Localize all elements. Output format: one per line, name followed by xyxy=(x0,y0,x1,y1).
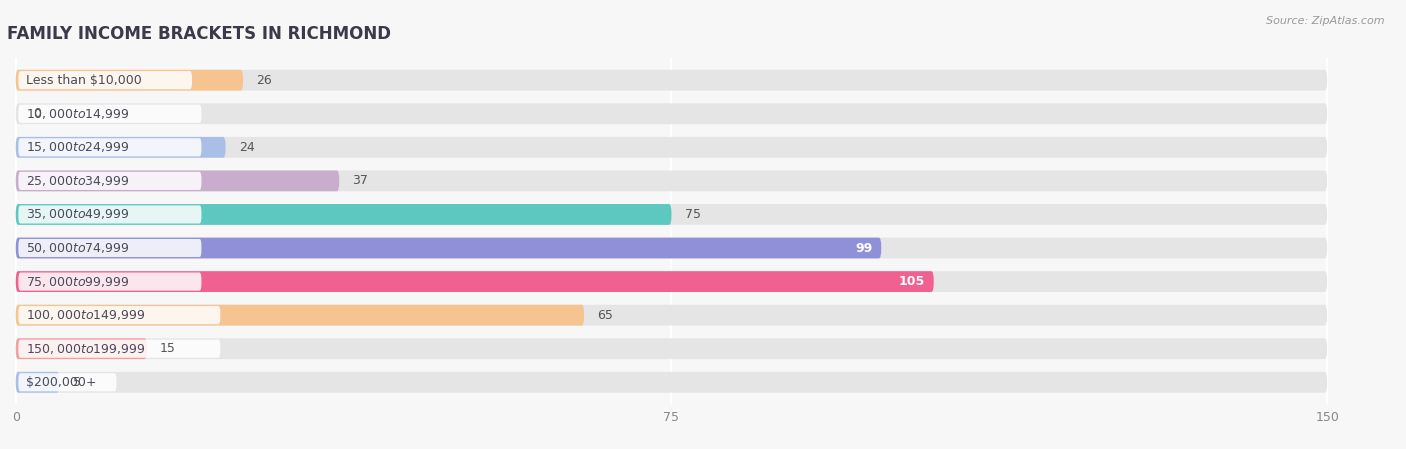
Text: $25,000 to $34,999: $25,000 to $34,999 xyxy=(27,174,129,188)
Text: Source: ZipAtlas.com: Source: ZipAtlas.com xyxy=(1267,16,1385,26)
Text: 15: 15 xyxy=(160,342,176,355)
FancyBboxPatch shape xyxy=(18,373,117,392)
FancyBboxPatch shape xyxy=(15,204,672,225)
Text: 5: 5 xyxy=(73,376,80,389)
Text: 0: 0 xyxy=(34,107,41,120)
Text: Less than $10,000: Less than $10,000 xyxy=(27,74,142,87)
FancyBboxPatch shape xyxy=(15,238,882,259)
FancyBboxPatch shape xyxy=(18,239,201,257)
FancyBboxPatch shape xyxy=(15,271,934,292)
Text: 37: 37 xyxy=(353,174,368,187)
FancyBboxPatch shape xyxy=(15,70,1327,91)
FancyBboxPatch shape xyxy=(15,372,1327,393)
FancyBboxPatch shape xyxy=(15,338,1327,359)
FancyBboxPatch shape xyxy=(15,372,59,393)
Text: FAMILY INCOME BRACKETS IN RICHMOND: FAMILY INCOME BRACKETS IN RICHMOND xyxy=(7,25,391,43)
FancyBboxPatch shape xyxy=(15,70,243,91)
FancyBboxPatch shape xyxy=(18,71,193,89)
FancyBboxPatch shape xyxy=(18,105,201,123)
FancyBboxPatch shape xyxy=(18,273,201,291)
FancyBboxPatch shape xyxy=(15,305,583,326)
Text: $200,000+: $200,000+ xyxy=(27,376,97,389)
Text: 99: 99 xyxy=(855,242,873,255)
FancyBboxPatch shape xyxy=(15,137,1327,158)
FancyBboxPatch shape xyxy=(15,271,1327,292)
FancyBboxPatch shape xyxy=(15,171,1327,191)
FancyBboxPatch shape xyxy=(18,339,221,358)
FancyBboxPatch shape xyxy=(18,172,201,190)
Text: $50,000 to $74,999: $50,000 to $74,999 xyxy=(27,241,129,255)
FancyBboxPatch shape xyxy=(15,103,1327,124)
FancyBboxPatch shape xyxy=(18,138,201,156)
Text: 24: 24 xyxy=(239,141,254,154)
FancyBboxPatch shape xyxy=(18,306,221,324)
FancyBboxPatch shape xyxy=(15,204,1327,225)
Text: 75: 75 xyxy=(685,208,700,221)
FancyBboxPatch shape xyxy=(15,137,225,158)
FancyBboxPatch shape xyxy=(15,238,1327,259)
FancyBboxPatch shape xyxy=(15,305,1327,326)
Text: $100,000 to $149,999: $100,000 to $149,999 xyxy=(27,308,146,322)
Text: 105: 105 xyxy=(898,275,925,288)
FancyBboxPatch shape xyxy=(18,205,201,224)
Text: $35,000 to $49,999: $35,000 to $49,999 xyxy=(27,207,129,221)
Text: 26: 26 xyxy=(256,74,271,87)
Text: $15,000 to $24,999: $15,000 to $24,999 xyxy=(27,141,129,154)
Text: $10,000 to $14,999: $10,000 to $14,999 xyxy=(27,107,129,121)
Text: $75,000 to $99,999: $75,000 to $99,999 xyxy=(27,275,129,289)
FancyBboxPatch shape xyxy=(15,171,339,191)
Text: 65: 65 xyxy=(598,308,613,321)
FancyBboxPatch shape xyxy=(15,338,146,359)
Text: $150,000 to $199,999: $150,000 to $199,999 xyxy=(27,342,146,356)
